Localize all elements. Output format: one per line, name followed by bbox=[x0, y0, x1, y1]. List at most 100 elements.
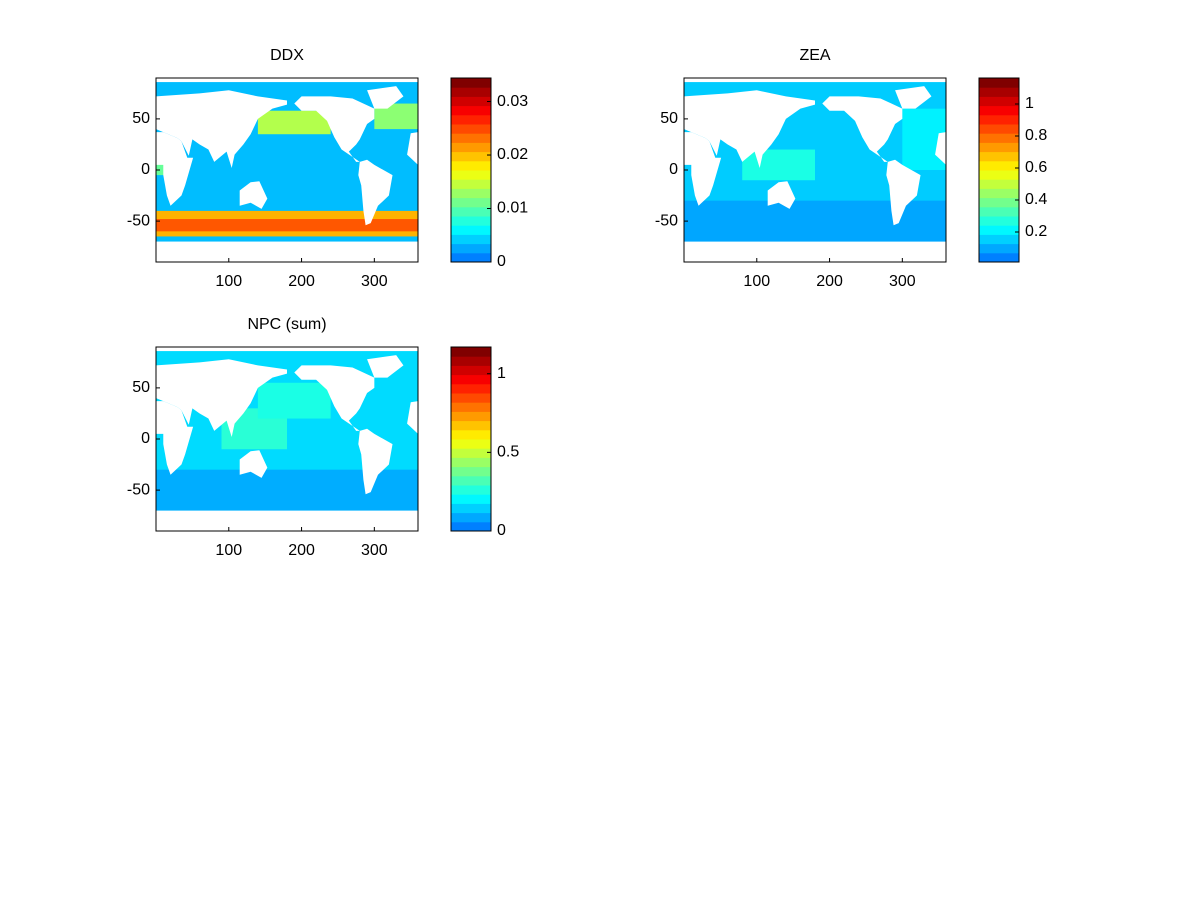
colorbar-step bbox=[451, 78, 491, 88]
colorbar-step bbox=[451, 216, 491, 226]
field-patch bbox=[257, 110, 331, 135]
land bbox=[156, 401, 194, 475]
colorbar-tick-label: 1 bbox=[1025, 95, 1034, 112]
y-tick-label: -50 bbox=[655, 212, 678, 229]
axes-title: DDX bbox=[270, 47, 304, 64]
field-patch bbox=[684, 200, 946, 242]
colorbar-step bbox=[979, 234, 1019, 245]
land bbox=[895, 86, 932, 109]
land bbox=[367, 355, 404, 378]
colorbar-step bbox=[979, 87, 1019, 97]
colorbar-frame bbox=[450, 77, 492, 263]
colorbar-tick-label: 0.03 bbox=[497, 93, 528, 110]
colorbar-step bbox=[979, 216, 1019, 226]
field-patch bbox=[257, 382, 331, 419]
axes-title: NPC (sum) bbox=[247, 316, 326, 333]
colorbar-step bbox=[979, 114, 1019, 125]
colorbar-step bbox=[451, 124, 491, 134]
x-tick-label: 100 bbox=[215, 542, 242, 559]
land bbox=[294, 365, 375, 431]
y-tick-label: 50 bbox=[660, 110, 678, 127]
colorbar-step bbox=[451, 448, 491, 458]
colorbar-step bbox=[979, 96, 1019, 107]
colorbar-step bbox=[451, 402, 491, 412]
land bbox=[294, 96, 375, 162]
land bbox=[367, 86, 404, 109]
colorbar-step bbox=[979, 160, 1019, 171]
colorbar-step bbox=[451, 485, 491, 495]
colorbar-step bbox=[979, 252, 1019, 263]
colorbar-step bbox=[451, 252, 491, 263]
colorbar-step bbox=[979, 151, 1019, 162]
land bbox=[935, 132, 946, 165]
x-tick-label: 200 bbox=[288, 273, 315, 290]
land bbox=[684, 132, 722, 206]
land bbox=[767, 181, 796, 209]
colorbar-step bbox=[451, 105, 491, 116]
colorbar-step bbox=[451, 439, 491, 449]
colorbar-step bbox=[451, 374, 491, 385]
colorbar-step bbox=[451, 383, 491, 394]
y-tick-label: 50 bbox=[132, 110, 150, 127]
colorbar-step bbox=[451, 188, 491, 199]
colorbar-step bbox=[451, 225, 491, 235]
colorbar-step bbox=[451, 365, 491, 376]
colorbar-step bbox=[451, 243, 491, 254]
colorbar-step bbox=[451, 197, 491, 208]
colorbar-frame bbox=[450, 346, 492, 532]
x-tick-label: 300 bbox=[361, 542, 388, 559]
colorbar-step bbox=[451, 356, 491, 366]
colorbar-step bbox=[451, 494, 491, 504]
land bbox=[822, 96, 903, 162]
land bbox=[156, 132, 194, 206]
colorbar-step bbox=[451, 170, 491, 180]
colorbar-tick-label: 0.6 bbox=[1025, 159, 1047, 176]
colorbar-step bbox=[979, 142, 1019, 153]
colorbar-step bbox=[451, 87, 491, 97]
x-tick-label: 300 bbox=[361, 273, 388, 290]
colorbar-step bbox=[979, 197, 1019, 208]
colorbar-step bbox=[451, 411, 491, 422]
axes-title: ZEA bbox=[799, 47, 830, 64]
colorbar-step bbox=[979, 225, 1019, 235]
y-tick-label: 50 bbox=[132, 379, 150, 396]
colorbar-step bbox=[451, 142, 491, 153]
colorbar-step bbox=[451, 466, 491, 477]
colorbar-step bbox=[979, 133, 1019, 143]
colorbar-step bbox=[979, 170, 1019, 180]
colorbar-step bbox=[451, 133, 491, 143]
colorbar-step bbox=[451, 234, 491, 245]
colorbar-step bbox=[451, 96, 491, 107]
field-patch bbox=[156, 219, 418, 232]
colorbar-step bbox=[979, 206, 1019, 217]
colorbar-step bbox=[451, 457, 491, 468]
land bbox=[886, 159, 921, 226]
land bbox=[684, 90, 815, 168]
colorbar-tick-label: 0.2 bbox=[1025, 223, 1047, 240]
y-tick-label: 0 bbox=[141, 161, 150, 178]
colorbar-step bbox=[451, 160, 491, 171]
x-tick-label: 100 bbox=[215, 273, 242, 290]
colorbar-tick-label: 0.5 bbox=[497, 444, 519, 461]
field-patch bbox=[742, 149, 815, 181]
colorbar-step bbox=[451, 206, 491, 217]
land bbox=[239, 450, 268, 478]
field-patch bbox=[156, 469, 418, 511]
y-tick-label: 0 bbox=[141, 430, 150, 447]
land bbox=[239, 181, 268, 209]
colorbar-tick-label: 0.8 bbox=[1025, 127, 1047, 144]
colorbar-step bbox=[979, 105, 1019, 116]
colorbar-tick-label: 0.01 bbox=[497, 200, 528, 217]
land bbox=[407, 132, 418, 165]
land bbox=[156, 359, 287, 437]
colorbar-tick-label: 1 bbox=[497, 365, 506, 382]
colorbar-step bbox=[451, 114, 491, 125]
y-tick-label: 0 bbox=[669, 161, 678, 178]
colorbar-step bbox=[451, 503, 491, 514]
colorbar-step bbox=[979, 78, 1019, 88]
colorbar-step bbox=[451, 347, 491, 357]
colorbar-step bbox=[979, 188, 1019, 199]
colorbar-step bbox=[451, 512, 491, 523]
land bbox=[156, 90, 287, 168]
